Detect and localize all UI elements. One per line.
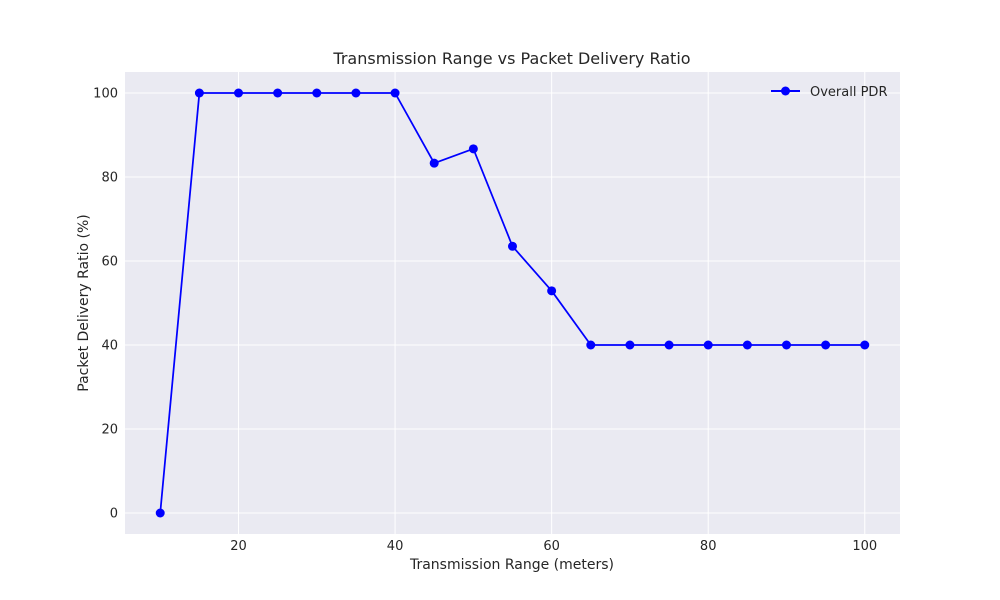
data-point [508,241,517,251]
x-tick-label: 100 [852,539,877,554]
data-point [625,340,635,350]
data-point [860,340,870,350]
y-tick-label: 80 [101,171,118,186]
y-tick-label: 100 [93,87,118,102]
chart-title: Transmission Range vs Packet Delivery Ra… [332,49,690,68]
data-point [194,88,204,98]
data-point [468,144,478,154]
data-point [273,88,283,98]
plot-area [125,72,900,534]
x-axis-label: Transmission Range (meters) [409,557,614,573]
legend-marker [781,86,790,96]
legend: Overall PDR [771,85,887,100]
x-gridlines [238,72,866,534]
data-point [742,340,752,350]
series-layer [155,88,870,518]
y-tick-labels: 0 20 40 60 80 100 [93,87,118,522]
data-point [547,286,557,296]
data-point [390,88,400,98]
data-point [781,340,791,350]
data-point [703,340,713,350]
x-tick-label: 20 [230,539,247,554]
y-tick-label: 60 [101,255,118,270]
x-tick-labels: 20 40 60 80 100 [230,539,877,554]
y-axis-label: Packet Delivery Ratio (%) [76,214,92,391]
data-point [664,340,674,350]
data-point [821,340,831,350]
y-tick-label: 40 [101,339,118,354]
data-point [312,88,322,98]
data-point [429,158,439,168]
data-point [155,508,165,518]
x-tick-label: 80 [700,539,717,554]
x-tick-label: 40 [387,539,404,554]
data-point [234,88,244,98]
legend-label: Overall PDR [810,85,887,100]
x-tick-label: 60 [543,539,560,554]
data-point [351,88,361,98]
y-tick-label: 0 [110,507,118,522]
y-tick-label: 20 [101,423,118,438]
data-point [586,340,596,350]
